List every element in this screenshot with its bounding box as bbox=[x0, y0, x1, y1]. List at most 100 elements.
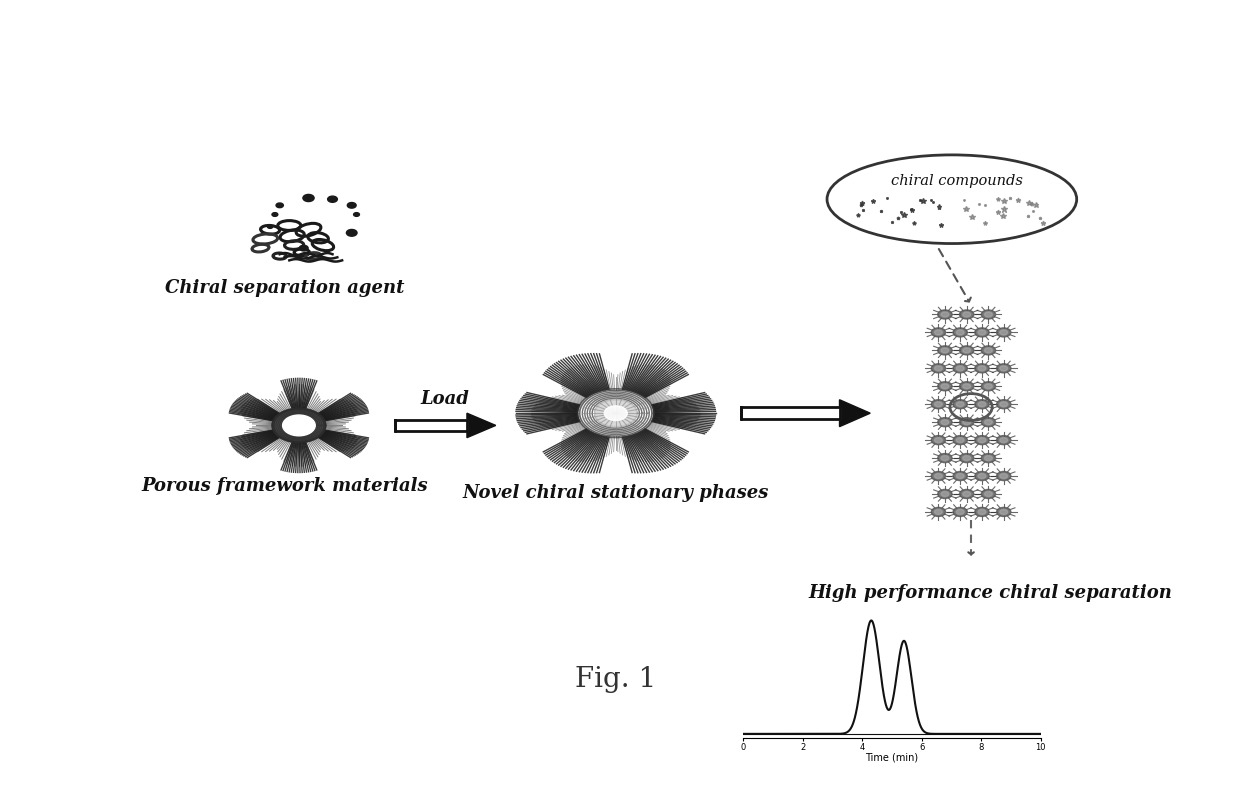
Circle shape bbox=[957, 437, 964, 442]
Text: Porous framework materials: Porous framework materials bbox=[141, 477, 427, 495]
Circle shape bbox=[1000, 330, 1007, 335]
Polygon shape bbox=[840, 399, 870, 426]
Circle shape bbox=[300, 245, 309, 251]
Circle shape bbox=[975, 472, 989, 480]
Circle shape bbox=[1000, 510, 1007, 515]
Ellipse shape bbox=[828, 155, 1077, 244]
Circle shape bbox=[985, 312, 992, 317]
Polygon shape bbox=[395, 420, 467, 431]
Circle shape bbox=[963, 456, 970, 461]
Circle shape bbox=[975, 364, 989, 373]
Circle shape bbox=[1000, 473, 1007, 479]
Circle shape bbox=[978, 510, 986, 515]
Circle shape bbox=[963, 384, 970, 389]
Circle shape bbox=[353, 213, 359, 216]
Circle shape bbox=[932, 328, 945, 337]
Circle shape bbox=[932, 364, 945, 373]
Circle shape bbox=[940, 348, 949, 353]
Circle shape bbox=[1000, 437, 1007, 442]
Circle shape bbox=[978, 366, 986, 371]
Circle shape bbox=[938, 310, 952, 319]
Circle shape bbox=[268, 225, 273, 229]
Circle shape bbox=[963, 491, 970, 496]
Circle shape bbox=[938, 346, 952, 355]
Circle shape bbox=[595, 399, 637, 426]
Circle shape bbox=[273, 213, 278, 216]
Circle shape bbox=[940, 420, 949, 425]
Circle shape bbox=[978, 473, 986, 479]
Circle shape bbox=[938, 489, 952, 499]
Circle shape bbox=[957, 510, 964, 515]
Circle shape bbox=[959, 453, 974, 463]
Circle shape bbox=[957, 402, 964, 407]
Circle shape bbox=[959, 346, 974, 355]
Circle shape bbox=[957, 330, 964, 335]
Text: Chiral separation agent: Chiral separation agent bbox=[165, 279, 404, 297]
X-axis label: Time (min): Time (min) bbox=[866, 753, 918, 763]
Circle shape bbox=[975, 399, 989, 409]
Circle shape bbox=[957, 473, 964, 479]
Circle shape bbox=[327, 196, 337, 202]
Circle shape bbox=[938, 453, 952, 463]
Circle shape bbox=[981, 489, 996, 499]
Circle shape bbox=[963, 420, 970, 425]
Circle shape bbox=[981, 346, 996, 355]
Circle shape bbox=[938, 382, 952, 391]
Polygon shape bbox=[467, 413, 496, 437]
Circle shape bbox=[978, 437, 986, 442]
Circle shape bbox=[981, 382, 996, 391]
Circle shape bbox=[932, 436, 945, 445]
Circle shape bbox=[953, 399, 968, 409]
Circle shape bbox=[959, 489, 974, 499]
Text: Novel chiral stationary phases: Novel chiral stationary phases bbox=[462, 484, 769, 502]
Circle shape bbox=[953, 507, 968, 516]
Circle shape bbox=[953, 472, 968, 480]
Text: Fig. 1: Fig. 1 bbox=[575, 666, 657, 693]
Circle shape bbox=[963, 312, 970, 317]
Circle shape bbox=[996, 364, 1011, 373]
Circle shape bbox=[981, 310, 996, 319]
Circle shape bbox=[996, 328, 1011, 337]
Wedge shape bbox=[273, 408, 326, 442]
Circle shape bbox=[282, 415, 315, 436]
Text: chiral compounds: chiral compounds bbox=[891, 174, 1022, 187]
Circle shape bbox=[1000, 402, 1007, 407]
Circle shape bbox=[953, 328, 968, 337]
Circle shape bbox=[347, 202, 356, 208]
Circle shape bbox=[302, 195, 315, 202]
Polygon shape bbox=[741, 407, 840, 419]
Circle shape bbox=[959, 310, 974, 319]
Circle shape bbox=[940, 491, 949, 496]
Circle shape bbox=[934, 510, 943, 515]
Circle shape bbox=[985, 384, 992, 389]
Circle shape bbox=[985, 491, 992, 496]
Circle shape bbox=[1000, 366, 1007, 371]
Circle shape bbox=[953, 364, 968, 373]
Circle shape bbox=[932, 472, 945, 480]
Circle shape bbox=[934, 437, 943, 442]
Circle shape bbox=[957, 366, 964, 371]
Circle shape bbox=[605, 406, 627, 421]
Circle shape bbox=[940, 312, 949, 317]
Circle shape bbox=[985, 456, 992, 461]
Circle shape bbox=[996, 507, 1011, 516]
Circle shape bbox=[975, 436, 989, 445]
Circle shape bbox=[975, 328, 989, 337]
Circle shape bbox=[981, 453, 996, 463]
Circle shape bbox=[959, 382, 974, 391]
Circle shape bbox=[940, 384, 949, 389]
Circle shape bbox=[981, 418, 996, 426]
Circle shape bbox=[934, 330, 943, 335]
Circle shape bbox=[934, 402, 943, 407]
Circle shape bbox=[276, 203, 284, 208]
Circle shape bbox=[347, 229, 357, 237]
Text: Load: Load bbox=[421, 391, 470, 408]
Circle shape bbox=[959, 418, 974, 426]
Circle shape bbox=[934, 366, 943, 371]
Circle shape bbox=[938, 418, 952, 426]
Circle shape bbox=[996, 472, 1011, 480]
Circle shape bbox=[996, 436, 1011, 445]
Circle shape bbox=[975, 507, 989, 516]
Circle shape bbox=[932, 399, 945, 409]
Circle shape bbox=[932, 507, 945, 516]
